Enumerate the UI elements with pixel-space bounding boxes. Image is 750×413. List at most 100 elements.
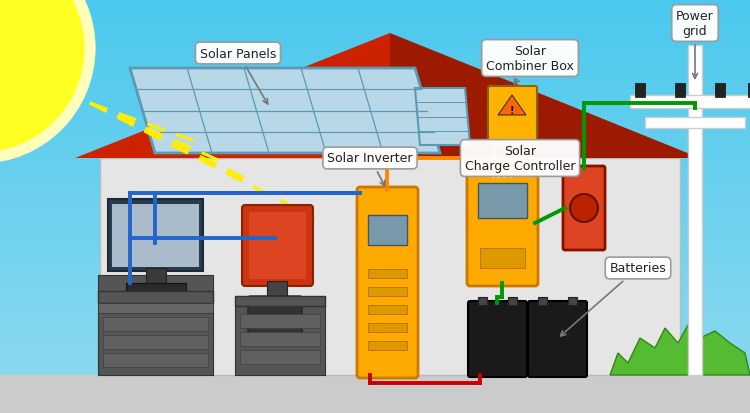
- Text: Power
grid: Power grid: [676, 10, 714, 79]
- Bar: [0, 41, 750, 50]
- FancyBboxPatch shape: [248, 296, 302, 345]
- FancyBboxPatch shape: [467, 161, 538, 286]
- Bar: [748, 84, 750, 98]
- Bar: [103, 335, 208, 349]
- FancyBboxPatch shape: [242, 206, 313, 286]
- Bar: [0, 380, 750, 388]
- Bar: [0, 339, 750, 347]
- Bar: [635, 84, 645, 98]
- Bar: [368, 341, 407, 350]
- Polygon shape: [75, 34, 390, 159]
- Bar: [98, 303, 213, 313]
- Bar: [538, 297, 547, 305]
- Bar: [368, 269, 407, 278]
- Bar: [368, 287, 407, 296]
- Bar: [0, 25, 750, 33]
- Bar: [112, 204, 199, 267]
- FancyBboxPatch shape: [488, 87, 537, 146]
- Bar: [0, 206, 750, 215]
- Bar: [480, 248, 525, 268]
- Bar: [0, 231, 750, 240]
- Bar: [0, 83, 750, 91]
- Bar: [0, 355, 750, 363]
- Bar: [0, 405, 750, 413]
- Bar: [0, 165, 750, 173]
- Bar: [0, 388, 750, 396]
- Bar: [235, 296, 325, 306]
- Text: !: !: [510, 106, 515, 116]
- Bar: [0, 198, 750, 206]
- Bar: [0, 99, 750, 107]
- Text: Solar Inverter: Solar Inverter: [327, 152, 412, 186]
- Bar: [0, 289, 750, 297]
- Bar: [0, 347, 750, 355]
- Bar: [0, 0, 750, 8]
- Bar: [0, 281, 750, 289]
- Bar: [100, 159, 680, 375]
- Bar: [0, 248, 750, 256]
- Bar: [0, 372, 750, 380]
- Text: Solar Panels: Solar Panels: [200, 47, 276, 105]
- Bar: [240, 350, 320, 364]
- Bar: [0, 306, 750, 314]
- Bar: [126, 283, 186, 293]
- Bar: [0, 107, 750, 116]
- Bar: [0, 314, 750, 322]
- Bar: [240, 332, 320, 346]
- Text: MPPT: MPPT: [491, 173, 513, 178]
- Bar: [103, 317, 208, 331]
- Bar: [368, 323, 407, 332]
- Bar: [478, 183, 527, 218]
- Bar: [630, 96, 750, 109]
- FancyBboxPatch shape: [528, 301, 587, 377]
- Polygon shape: [130, 69, 440, 154]
- Bar: [0, 124, 750, 132]
- Bar: [368, 305, 407, 314]
- Bar: [368, 216, 407, 245]
- Bar: [675, 84, 685, 98]
- Bar: [0, 74, 750, 83]
- Bar: [0, 223, 750, 231]
- Bar: [0, 157, 750, 165]
- Bar: [0, 132, 750, 140]
- Bar: [0, 17, 750, 25]
- Bar: [0, 50, 750, 58]
- Bar: [0, 273, 750, 281]
- Bar: [0, 173, 750, 182]
- Bar: [0, 322, 750, 330]
- Bar: [0, 363, 750, 372]
- Bar: [568, 297, 577, 305]
- Bar: [235, 306, 325, 375]
- Bar: [0, 58, 750, 66]
- Bar: [0, 91, 750, 99]
- Bar: [0, 116, 750, 124]
- Bar: [715, 84, 725, 98]
- FancyBboxPatch shape: [357, 188, 418, 378]
- Bar: [0, 190, 750, 198]
- Bar: [0, 375, 750, 413]
- FancyBboxPatch shape: [563, 166, 605, 250]
- Bar: [240, 314, 320, 328]
- Bar: [508, 297, 517, 305]
- Text: Solar
Combiner Box: Solar Combiner Box: [486, 45, 574, 85]
- Text: Solar
Charge Controller: Solar Charge Controller: [465, 145, 575, 173]
- Circle shape: [0, 0, 90, 159]
- Bar: [0, 33, 750, 41]
- Bar: [0, 66, 750, 74]
- Bar: [478, 297, 487, 305]
- Bar: [688, 46, 702, 375]
- Text: Batteries: Batteries: [560, 262, 666, 336]
- Bar: [0, 8, 750, 17]
- Bar: [98, 291, 213, 303]
- Bar: [0, 215, 750, 223]
- Bar: [108, 199, 203, 271]
- Polygon shape: [498, 96, 526, 116]
- Bar: [103, 353, 208, 367]
- Polygon shape: [390, 34, 700, 159]
- Bar: [645, 118, 745, 129]
- Polygon shape: [610, 325, 750, 375]
- Bar: [0, 330, 750, 339]
- Bar: [0, 264, 750, 273]
- Bar: [146, 268, 166, 285]
- Bar: [0, 149, 750, 157]
